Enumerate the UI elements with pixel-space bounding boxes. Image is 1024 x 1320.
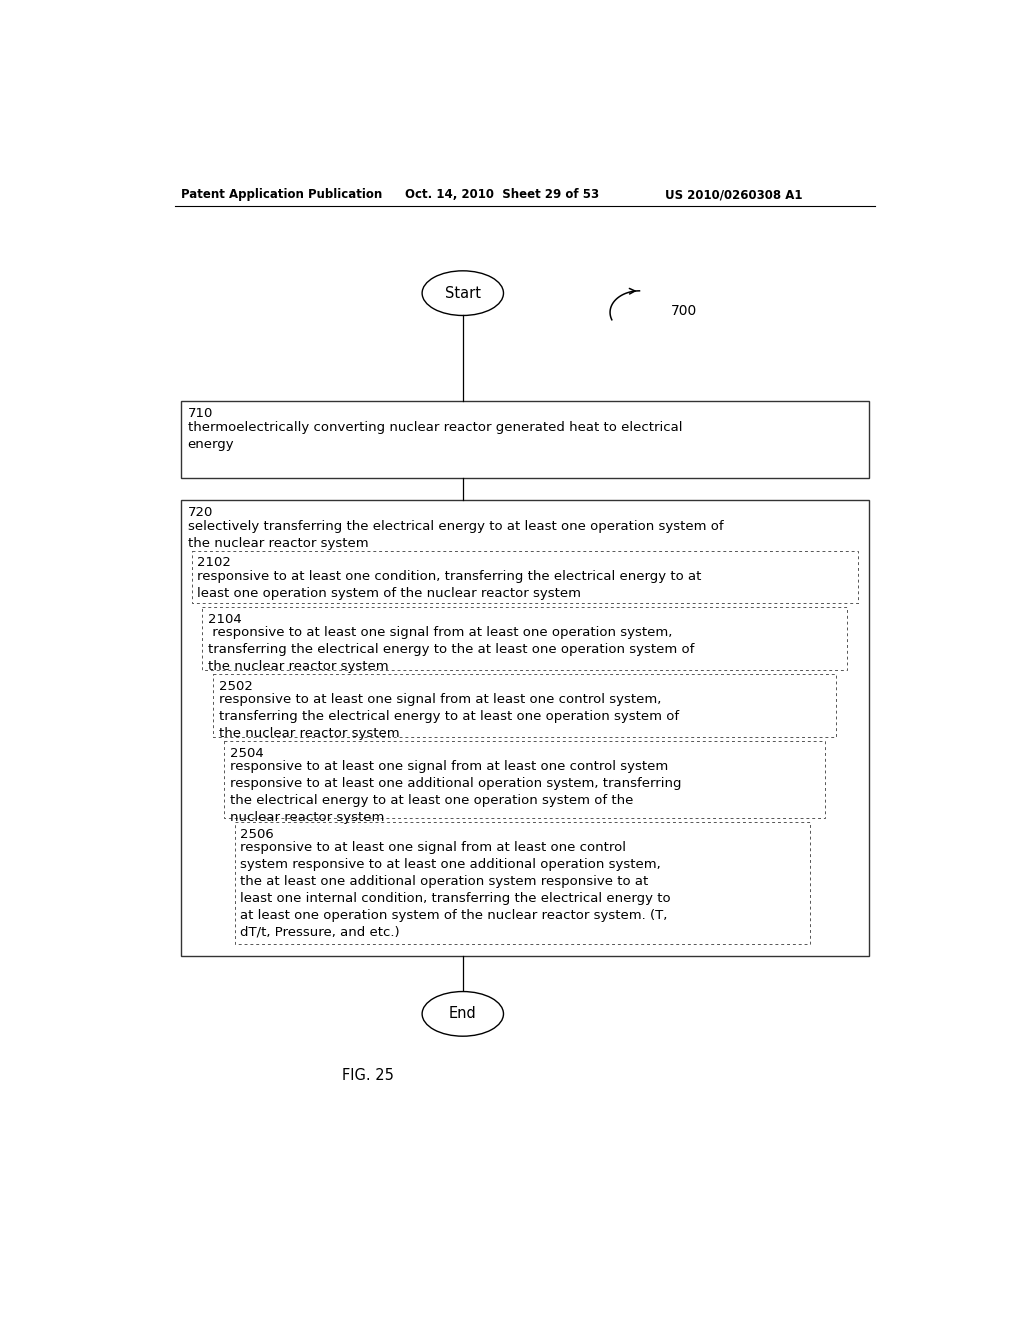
Text: responsive to at least one signal from at least one operation system,
transferri: responsive to at least one signal from a…: [208, 626, 694, 673]
Text: Patent Application Publication: Patent Application Publication: [180, 187, 382, 201]
Text: US 2010/0260308 A1: US 2010/0260308 A1: [665, 187, 803, 201]
Text: responsive to at least one signal from at least one control system,
transferring: responsive to at least one signal from a…: [219, 693, 679, 739]
Text: responsive to at least one condition, transferring the electrical energy to at
l: responsive to at least one condition, tr…: [197, 570, 701, 599]
Text: 710: 710: [187, 407, 213, 420]
Text: 700: 700: [671, 304, 696, 318]
Text: selectively transferring the electrical energy to at least one operation system : selectively transferring the electrical …: [187, 520, 723, 549]
Text: Start: Start: [444, 285, 481, 301]
Bar: [180, 401, 869, 478]
Bar: [224, 742, 824, 818]
Text: 2502: 2502: [219, 680, 253, 693]
Bar: [213, 675, 837, 738]
Text: 2104: 2104: [208, 612, 242, 626]
Text: 2506: 2506: [241, 828, 274, 841]
Bar: [234, 822, 810, 944]
Text: 2102: 2102: [197, 557, 230, 569]
Text: responsive to at least one signal from at least one control system
responsive to: responsive to at least one signal from a…: [229, 760, 681, 824]
Bar: [180, 499, 869, 956]
Text: responsive to at least one signal from at least one control
system responsive to: responsive to at least one signal from a…: [241, 841, 671, 939]
Ellipse shape: [422, 271, 504, 315]
Text: Oct. 14, 2010  Sheet 29 of 53: Oct. 14, 2010 Sheet 29 of 53: [406, 187, 600, 201]
Text: 2504: 2504: [229, 747, 263, 760]
Text: thermoelectrically converting nuclear reactor generated heat to electrical
energ: thermoelectrically converting nuclear re…: [187, 421, 682, 451]
Text: End: End: [449, 1006, 477, 1022]
Text: FIG. 25: FIG. 25: [342, 1068, 394, 1082]
Bar: [203, 607, 847, 671]
Bar: [191, 552, 858, 603]
Text: 720: 720: [187, 506, 213, 519]
Ellipse shape: [422, 991, 504, 1036]
